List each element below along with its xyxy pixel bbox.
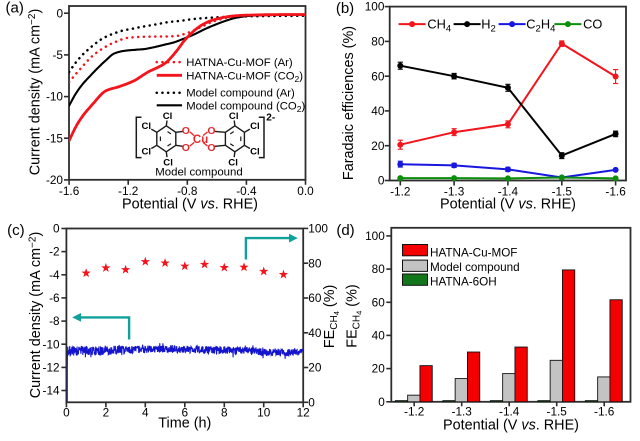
svg-text:(b): (b) (336, 0, 354, 17)
svg-text:0: 0 (378, 395, 385, 409)
svg-text:-1.5: -1.5 (552, 184, 573, 198)
svg-text:-5: -5 (53, 48, 64, 62)
svg-text:100: 100 (365, 229, 385, 243)
svg-text:40: 40 (372, 329, 386, 343)
svg-text:(c): (c) (7, 222, 25, 239)
svg-text:HATNA-Cu-MOF: HATNA-Cu-MOF (430, 246, 517, 259)
svg-text:Cl: Cl (142, 121, 152, 132)
svg-text:Cl: Cl (163, 158, 173, 169)
svg-text:-1.2: -1.2 (118, 184, 138, 198)
svg-text:-6: -6 (49, 291, 60, 305)
svg-text:-1.6: -1.6 (594, 405, 615, 419)
svg-text:0.0: 0.0 (297, 184, 314, 198)
svg-text:Cl: Cl (229, 111, 239, 122)
svg-text:CH4: CH4 (427, 17, 451, 35)
svg-text:0: 0 (63, 406, 70, 420)
svg-text:-1.3: -1.3 (452, 405, 473, 419)
svg-text:HATNA-Cu-MOF (Ar): HATNA-Cu-MOF (Ar) (186, 57, 293, 69)
svg-text:HATNA-Cu-MOF (CO2): HATNA-Cu-MOF (CO2) (186, 70, 303, 84)
svg-text:10: 10 (257, 406, 271, 420)
svg-text:Cl: Cl (163, 111, 173, 122)
svg-text:0: 0 (56, 6, 63, 20)
svg-text:-1.2: -1.2 (404, 405, 424, 419)
svg-text:(a): (a) (6, 0, 24, 17)
svg-text:6: 6 (182, 406, 189, 420)
svg-text:2-: 2- (266, 112, 275, 123)
svg-text:(d): (d) (336, 222, 354, 239)
svg-text:60: 60 (371, 69, 385, 83)
svg-text:FECH4 (%): FECH4 (%) (322, 285, 341, 348)
svg-text:0: 0 (53, 222, 60, 236)
svg-text:80: 80 (371, 34, 385, 48)
svg-text:Model compound (CO2): Model compound (CO2) (186, 100, 305, 114)
svg-text:Faradaic efficiences (%): Faradaic efficiences (%) (341, 26, 357, 180)
svg-text:Current density (mA cm−2): Current density (mA cm−2) (28, 232, 45, 399)
svg-text:-10: -10 (46, 90, 63, 104)
svg-text:40: 40 (308, 326, 322, 340)
svg-text:-1.3: -1.3 (444, 184, 465, 198)
svg-text:80: 80 (308, 256, 322, 270)
svg-text:Model compound (Ar): Model compound (Ar) (186, 88, 295, 100)
svg-text:-14: -14 (43, 384, 60, 398)
svg-text:0: 0 (378, 174, 385, 188)
svg-text:20: 20 (371, 139, 385, 153)
svg-text:-1.6: -1.6 (59, 184, 80, 198)
svg-text:Potential (V vs. RHE): Potential (V vs. RHE) (440, 197, 576, 213)
svg-text:-1.2: -1.2 (390, 184, 410, 198)
svg-text:12: 12 (297, 406, 310, 420)
svg-text:2: 2 (103, 406, 110, 420)
svg-text:-1.5: -1.5 (547, 405, 568, 419)
svg-text:Potential (V vs. RHE): Potential (V vs. RHE) (122, 197, 258, 213)
svg-text:C2H4: C2H4 (526, 17, 555, 35)
svg-text:4: 4 (142, 406, 149, 420)
svg-text:Time (h): Time (h) (158, 416, 211, 432)
svg-text:HATNA-6OH: HATNA-6OH (430, 276, 497, 289)
svg-text:-10: -10 (43, 337, 60, 351)
svg-text:100: 100 (365, 0, 385, 14)
svg-text:-0.8: -0.8 (177, 184, 198, 198)
svg-text:-4: -4 (49, 268, 60, 282)
svg-text:-1.4: -1.4 (499, 405, 520, 419)
svg-text:Cl: Cl (250, 121, 260, 132)
svg-text:-0.4: -0.4 (236, 184, 257, 198)
svg-text:-1.6: -1.6 (605, 184, 626, 198)
svg-text:60: 60 (308, 291, 322, 305)
svg-text:CO: CO (583, 17, 602, 32)
svg-text:Current density (mA cm−2): Current density (mA cm−2) (27, 9, 44, 176)
svg-text:O: O (182, 125, 190, 137)
svg-text:60: 60 (372, 295, 386, 309)
svg-text:Cu: Cu (193, 134, 208, 146)
svg-text:Cl: Cl (250, 147, 260, 158)
svg-text:-1.4: -1.4 (498, 184, 519, 198)
svg-text:80: 80 (372, 262, 386, 276)
svg-text:40: 40 (371, 104, 385, 118)
svg-text:20: 20 (308, 361, 322, 375)
svg-text:O: O (207, 125, 215, 137)
svg-text:Model compound: Model compound (430, 261, 520, 274)
svg-text:Model compound: Model compound (155, 167, 242, 179)
svg-text:O: O (207, 142, 215, 154)
svg-text:Cl: Cl (142, 147, 152, 158)
svg-text:O: O (182, 142, 190, 154)
svg-text:-20: -20 (46, 173, 63, 187)
svg-text:0: 0 (308, 395, 315, 409)
svg-text:100: 100 (308, 222, 328, 236)
svg-text:20: 20 (372, 362, 386, 376)
svg-text:Potential (V vs. RHE): Potential (V vs. RHE) (443, 417, 579, 433)
svg-text:-8: -8 (49, 314, 60, 328)
svg-text:8: 8 (221, 406, 228, 420)
svg-text:-15: -15 (46, 131, 63, 145)
svg-text:-12: -12 (43, 360, 60, 374)
svg-text:Cl: Cl (228, 158, 238, 169)
svg-text:FECH4 (%): FECH4 (%) (345, 284, 364, 347)
svg-text:-2: -2 (49, 245, 60, 259)
